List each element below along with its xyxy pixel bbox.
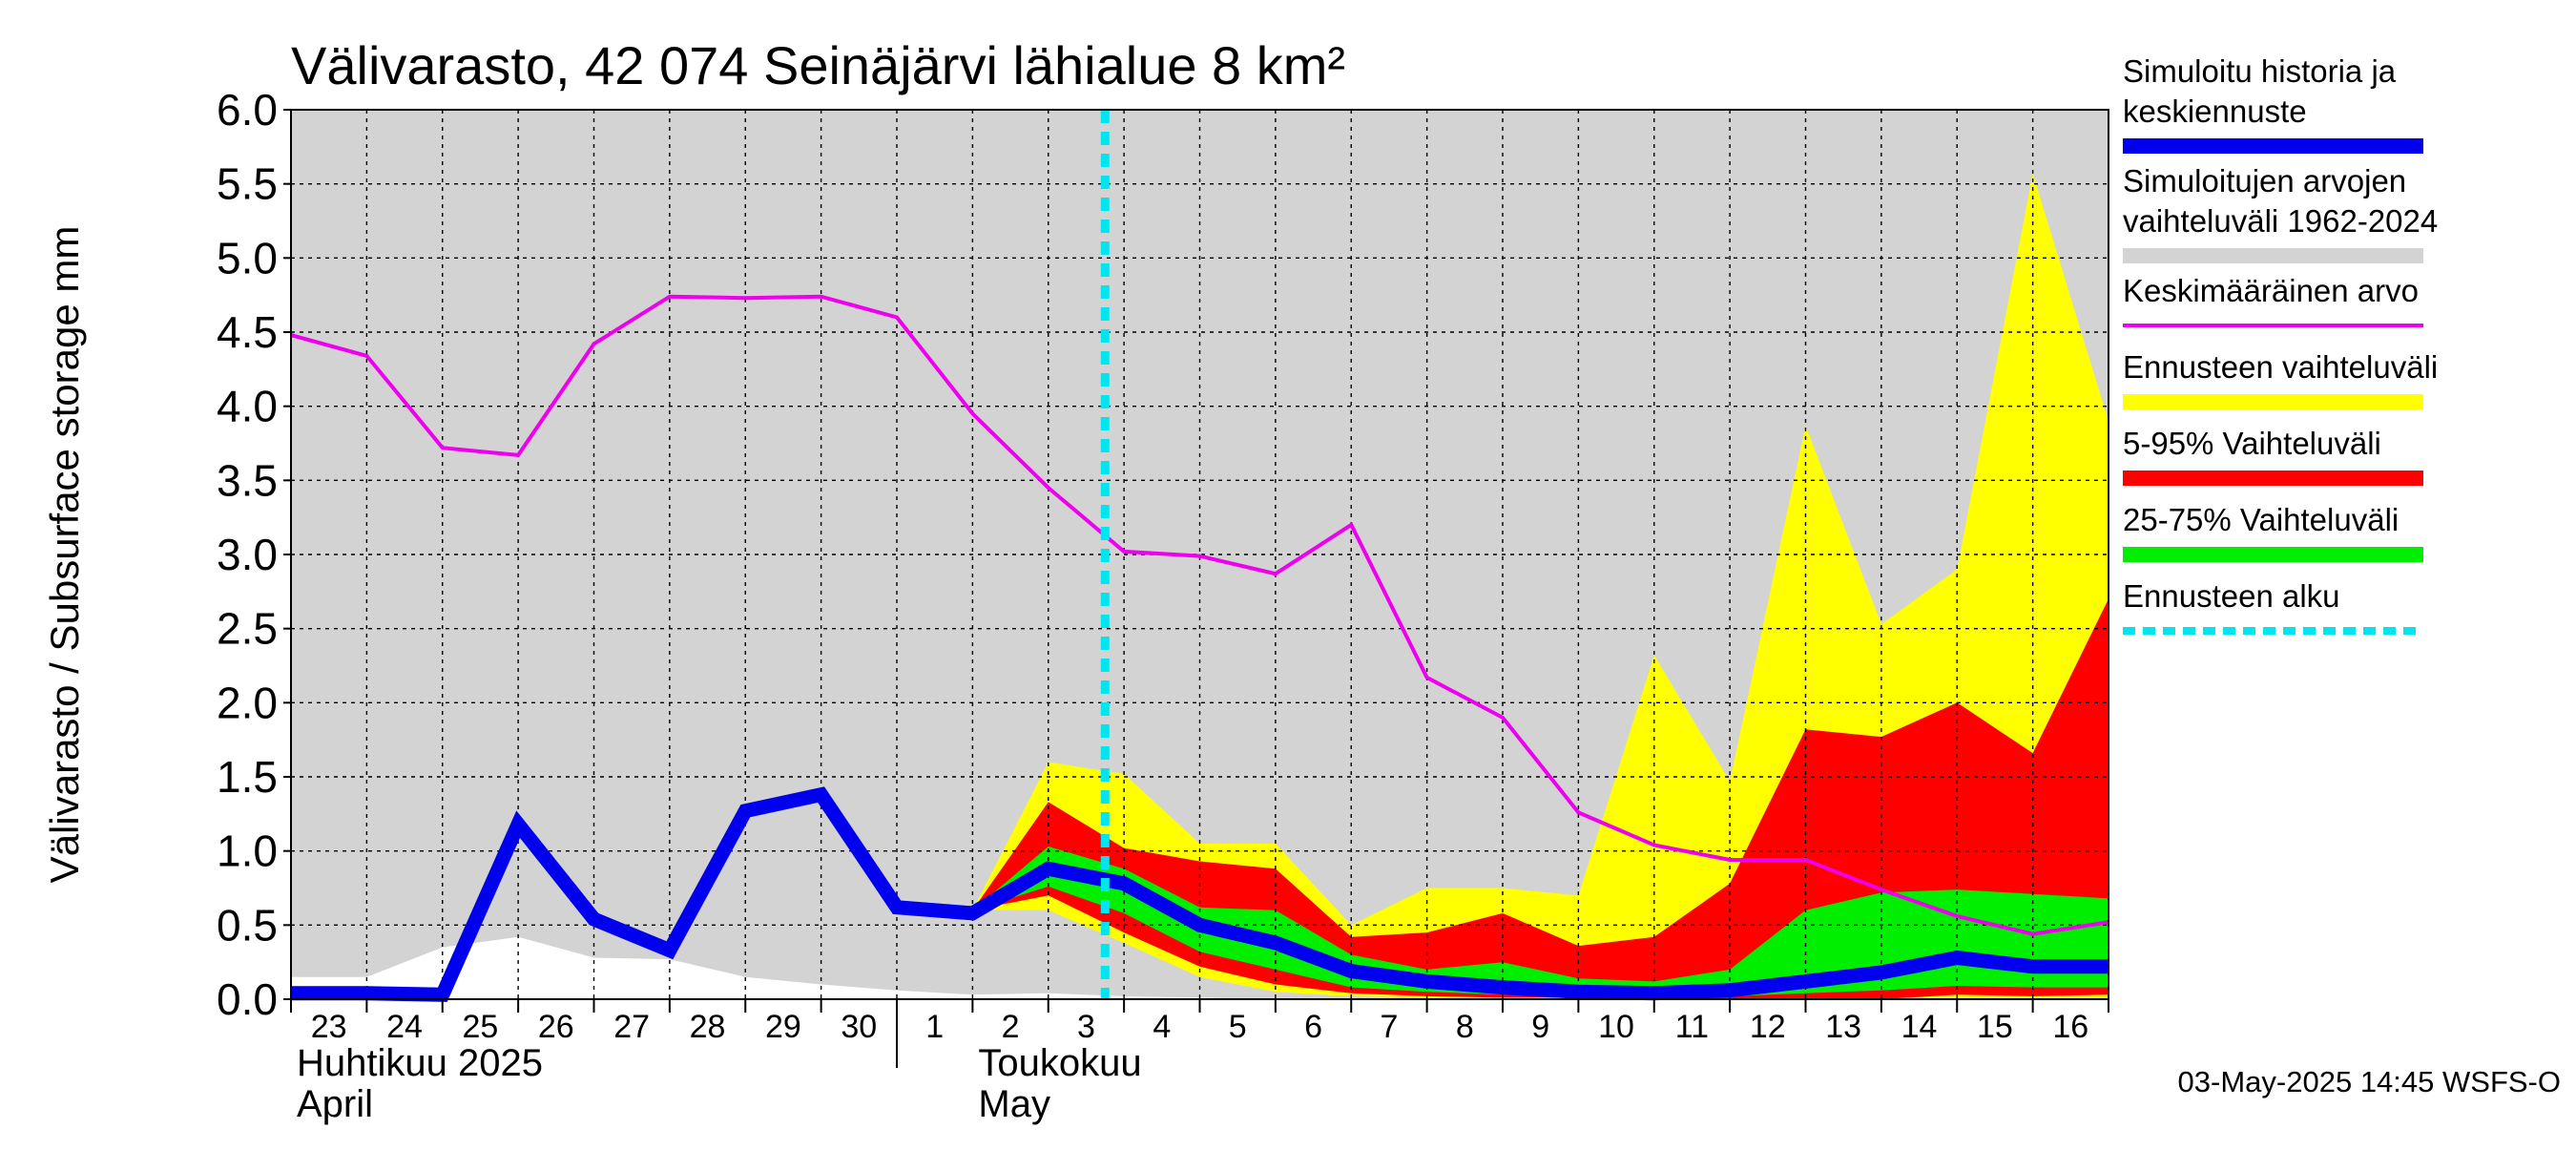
month-label-fi: Huhtikuu 2025 [297, 1042, 543, 1084]
legend: Simuloitu historia ja keskiennuste Simuloi… [2123, 53, 2438, 635]
x-tick-label: 29 [765, 1009, 801, 1045]
x-tick-label: 7 [1380, 1009, 1398, 1045]
x-tick-label: 15 [1977, 1009, 2013, 1045]
x-tick-label: 6 [1304, 1009, 1322, 1045]
chart-title: Välivarasto, 42 074 Seinäjärvi lähialue … [291, 35, 1345, 95]
legend-swatch [2123, 470, 2423, 486]
x-axis: 23 24 25 26 27 28 29 30 1 2 3 4 5 6 7 8 9 10 11 12 13 14 15 16H… [290, 999, 2109, 1125]
x-tick-label: 28 [690, 1009, 726, 1045]
x-tick-label: 8 [1456, 1009, 1474, 1045]
y-tick-label: 5.5 [217, 159, 278, 209]
x-tick-label: 27 [613, 1009, 650, 1045]
x-tick-label: 26 [538, 1009, 574, 1045]
x-tick-label: 16 [2052, 1009, 2088, 1045]
band-4 [972, 847, 2109, 998]
y-tick-label: 2.0 [217, 678, 278, 727]
x-tick-label: 24 [386, 1009, 423, 1045]
y-tick-label: 1.5 [217, 752, 278, 802]
x-tick-label: 1 [925, 1009, 944, 1045]
y-tick-label: 0.5 [217, 900, 278, 950]
x-tick-label: 23 [311, 1009, 347, 1045]
y-tick-label: 5.0 [217, 233, 278, 282]
y-tick-label: 1.0 [217, 826, 278, 876]
y-tick-label: 2.5 [217, 604, 278, 654]
y-tick-label: 3.5 [217, 455, 278, 505]
timestamp-footer: 03-May-2025 14:45 WSFS-O [2178, 1065, 2561, 1098]
y-axis: 0.0 0.5 1.0 1.5 2.0 2.5 3.0 3.5 4.0 4.5 5.0 5.5 6.0 [217, 85, 291, 1024]
x-tick-label: 11 [1675, 1009, 1709, 1045]
legend-swatch [2123, 138, 2423, 154]
line-layer [290, 294, 2109, 1002]
legend-swatch [2123, 248, 2423, 263]
x-tick-label: 9 [1531, 1009, 1549, 1045]
month-label-en: April [297, 1083, 373, 1125]
x-tick-label: 14 [1901, 1009, 1938, 1045]
month-label-fi: Toukokuu [978, 1042, 1141, 1084]
x-tick-label: 30 [841, 1009, 877, 1045]
month-label-en: May [978, 1083, 1050, 1125]
legend-label: vaihteluväli 1962-2024 [2123, 203, 2438, 239]
simulated-history-line [291, 786, 2109, 1002]
legend-swatch [2123, 547, 2423, 562]
y-axis-label: Välivarasto / Subsurface storage mm [42, 226, 87, 884]
legend-label: Ennusteen alku [2123, 578, 2340, 614]
legend-label: Keskimääräinen arvo [2123, 273, 2419, 308]
x-tick-label: 5 [1229, 1009, 1247, 1045]
y-tick-label: 0.0 [217, 974, 278, 1024]
x-tick-label: 12 [1750, 1009, 1786, 1045]
x-tick-label: 13 [1825, 1009, 1861, 1045]
legend-label: Simuloitujen arvojen [2123, 163, 2406, 199]
x-tick-label: 10 [1598, 1009, 1634, 1045]
x-tick-label: 2 [1002, 1009, 1020, 1045]
y-tick-label: 6.0 [217, 85, 278, 135]
band-3 [972, 598, 2109, 999]
legend-swatch [2123, 394, 2423, 409]
legend-label: keskiennuste [2123, 94, 2307, 129]
legend-label: 25-75% Vaihteluväli [2123, 502, 2399, 537]
y-tick-label: 4.5 [217, 307, 278, 357]
legend-label: Simuloitu historia ja [2123, 53, 2397, 89]
x-tick-label: 4 [1153, 1009, 1171, 1045]
x-tick-label: 3 [1077, 1009, 1095, 1045]
mean-value-line [290, 294, 2109, 936]
x-tick-label: 25 [463, 1009, 499, 1045]
legend-label: 5-95% Vaihteluväli [2123, 426, 2381, 461]
y-tick-label: 3.0 [217, 530, 278, 579]
y-tick-label: 4.0 [217, 382, 278, 431]
legend-label: Ennusteen vaihteluväli [2123, 349, 2438, 385]
